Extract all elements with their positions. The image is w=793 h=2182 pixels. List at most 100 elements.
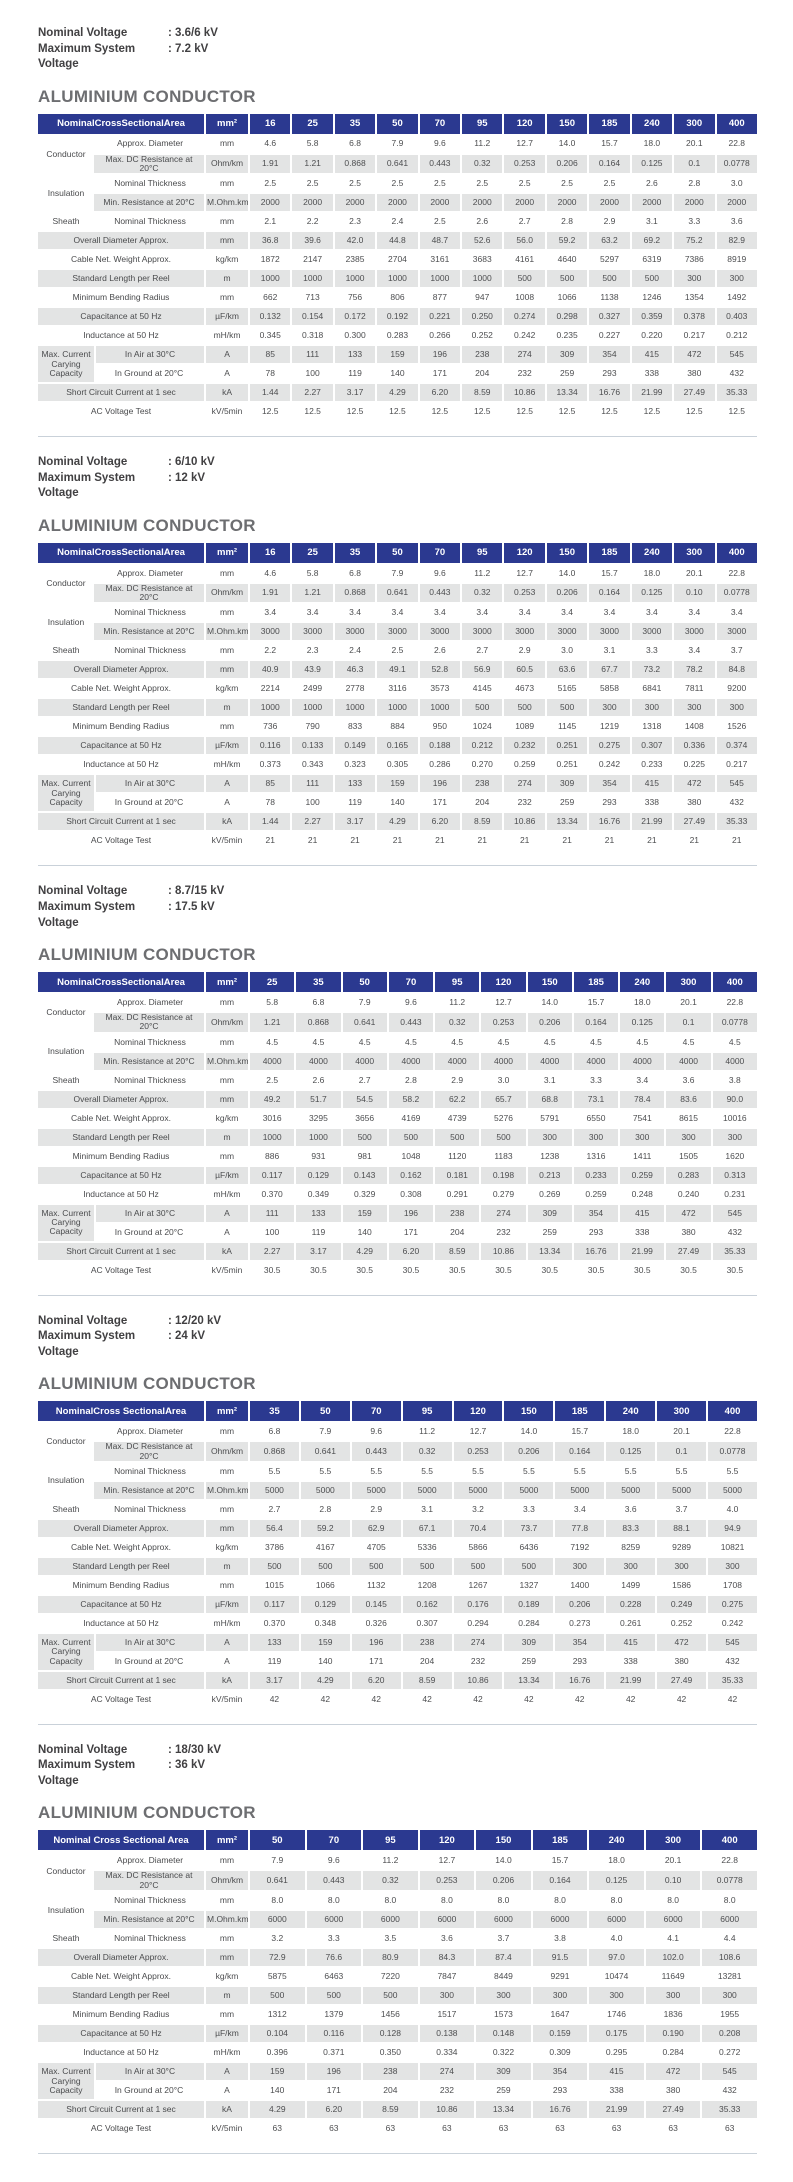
unit-column-header: mm²: [204, 542, 249, 563]
value-cell: 1312: [248, 2004, 305, 2024]
value-cell: 338: [604, 1650, 656, 1670]
value-cell: 7811: [672, 678, 715, 698]
table-row: Max. Current Carying Capacity In Air at 3…: [38, 773, 757, 812]
value-cell: 1089: [502, 716, 545, 736]
value-cell: 1208: [400, 1574, 452, 1594]
value-cell: 9.6: [304, 1850, 362, 1870]
table-row: Conductor Approx. Diameter mm 7.9 9.6 11.2 12.…: [38, 1850, 757, 1891]
table-row: Cable Net. Weight Approx. kg/km 5875 6463 72…: [38, 1966, 757, 1986]
table-row: Insulation Nominal Thickness mm 2.5 2.5 2.5 2.…: [38, 173, 757, 212]
unit-cell: mH/km: [204, 1183, 249, 1203]
value-cell: 2000: [629, 192, 673, 212]
size-column-header: 185: [587, 113, 630, 134]
table-row: Capacitance at 50 Hz µF/km 0.104 0.116 0.128…: [38, 2023, 757, 2043]
unit-column-header: mm²: [204, 1830, 248, 1851]
value-cell: 0.117: [248, 1593, 299, 1613]
value-cell: 274: [502, 344, 545, 364]
value-cell: 49.2: [248, 1088, 295, 1108]
property-label: Min. Resistance at 20°C: [94, 1050, 205, 1070]
value-cell: 2.7: [502, 211, 545, 231]
value-cell: 16.76: [571, 1240, 619, 1260]
value-cell: 500: [298, 1555, 350, 1575]
value-cell: 0.176: [451, 1593, 503, 1613]
value-cell: 0.206: [544, 152, 588, 174]
value-cell: 0.0778: [706, 1440, 757, 1461]
value-cell: 6000: [700, 1909, 757, 1929]
value-cell: 171: [417, 792, 461, 812]
value-cell: 1.91: [248, 581, 291, 603]
value-cell: 5.5: [400, 1460, 452, 1480]
value-cell: 20.1: [672, 562, 715, 582]
value-cell: 0.259: [571, 1183, 619, 1203]
value-cell: 300: [525, 1126, 572, 1146]
value-cell: 35.33: [714, 382, 757, 402]
property-label: In Ground at 20°C: [94, 2080, 204, 2100]
value-cell: 1573: [474, 2004, 531, 2024]
unit-cell: kg/km: [204, 1966, 248, 1986]
table-row: Min. Resistance at 20°C M.Ohm.km 4000 4000 4…: [38, 1050, 757, 1070]
size-column-header: 120: [502, 542, 545, 563]
value-cell: 4739: [433, 1107, 480, 1127]
value-cell: 300: [604, 1555, 656, 1575]
value-cell: 30.5: [433, 1259, 480, 1279]
value-cell: 15.7: [587, 562, 630, 582]
value-cell: 21: [587, 830, 630, 850]
value-cell: 2.6: [629, 173, 673, 193]
group-cell: Insulation: [38, 1460, 94, 1499]
value-cell: 300: [706, 1555, 757, 1575]
unit-cell: mm: [204, 1574, 248, 1594]
value-cell: 2000: [587, 192, 630, 212]
value-cell: 10.86: [451, 1669, 503, 1689]
value-cell: 3.3: [672, 211, 715, 231]
value-cell: 2.5: [290, 173, 333, 193]
value-cell: 2.5: [332, 173, 376, 193]
value-cell: 0.116: [248, 735, 291, 755]
value-cell: 1708: [706, 1574, 757, 1594]
value-cell: 2214: [248, 678, 291, 698]
unit-cell: µF/km: [204, 2023, 248, 2043]
value-cell: 204: [400, 1650, 452, 1670]
table-row: Max. Current Carying Capacity In Air at 3…: [38, 344, 757, 383]
unit-column-header: mm²: [204, 972, 249, 993]
unit-cell: Ohm/km: [204, 581, 249, 603]
nominal-voltage-value: : 3.6/6 kV: [168, 27, 218, 39]
table-row: Minimum Bending Radius mm 886 931 981 1048 112…: [38, 1145, 757, 1165]
property-label: Minimum Bending Radius: [38, 716, 205, 736]
value-cell: 111: [290, 344, 333, 364]
size-column-header: 25: [248, 972, 295, 993]
value-cell: 78.2: [672, 659, 715, 679]
nominal-voltage-value: : 6/10 kV: [168, 456, 215, 469]
value-cell: 0.220: [629, 325, 673, 345]
value-cell: 545: [706, 1631, 757, 1651]
group-cell: Conductor: [38, 992, 94, 1032]
table-row: AC Voltage Test kV/5min 30.5 30.5 30.5 30.5 30…: [38, 1259, 757, 1279]
nominal-voltage-label: Nominal Voltage: [38, 456, 128, 469]
value-cell: 0.349: [294, 1183, 341, 1203]
value-cell: 0.359: [629, 306, 673, 326]
group-cell: Max. Current Carying Capacity: [38, 344, 94, 383]
value-cell: 0.270: [460, 754, 503, 774]
value-cell: 111: [248, 1202, 295, 1222]
value-cell: 6.20: [386, 1240, 434, 1260]
value-cell: 0.329: [340, 1183, 387, 1203]
unit-cell: mm: [204, 562, 249, 582]
value-cell: 1132: [349, 1574, 401, 1594]
unit-cell: mm: [204, 1460, 248, 1480]
value-cell: 3.2: [248, 1928, 305, 1948]
value-cell: 5.5: [298, 1460, 350, 1480]
value-cell: 0.242: [587, 754, 630, 774]
table-body: Conductor Approx. Diameter mm 4.6 5.8 6.8 7.9 9…: [38, 562, 757, 850]
value-cell: 3000: [290, 621, 333, 641]
value-cell: 4.5: [248, 1031, 295, 1051]
unit-cell: mm: [204, 2004, 248, 2024]
voltage-info: Nominal Voltage: 12/20 kV Maximum System …: [38, 1314, 757, 1361]
value-cell: 0.213: [525, 1164, 572, 1184]
value-cell: 232: [502, 792, 545, 812]
value-cell: 3.7: [655, 1498, 707, 1518]
value-cell: 309: [544, 773, 588, 793]
value-cell: 22.8: [706, 1421, 757, 1441]
value-cell: 0.266: [417, 325, 461, 345]
value-cell: 78.4: [618, 1088, 665, 1108]
unit-column-header: mm²: [204, 1401, 248, 1422]
table-row: Standard Length per Reel m 1000 1000 500 500 5…: [38, 1126, 757, 1146]
